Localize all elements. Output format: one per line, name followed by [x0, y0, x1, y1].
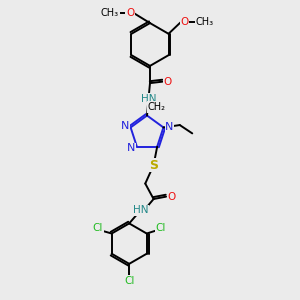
Text: N: N — [127, 143, 135, 153]
Text: CH₃: CH₃ — [195, 17, 213, 28]
Text: CH₃: CH₃ — [101, 8, 119, 18]
Text: Cl: Cl — [92, 224, 103, 233]
Text: CH₂: CH₂ — [147, 102, 165, 112]
Text: HN: HN — [141, 94, 156, 103]
Text: O: O — [164, 76, 172, 87]
Text: Cl: Cl — [124, 276, 134, 286]
Text: O: O — [126, 8, 134, 18]
Text: N: N — [121, 121, 129, 131]
Text: N: N — [165, 122, 174, 132]
Text: O: O — [180, 17, 188, 28]
Text: S: S — [149, 159, 158, 172]
Text: O: O — [167, 192, 175, 202]
Text: Cl: Cl — [155, 224, 166, 233]
Text: HN: HN — [133, 205, 148, 215]
